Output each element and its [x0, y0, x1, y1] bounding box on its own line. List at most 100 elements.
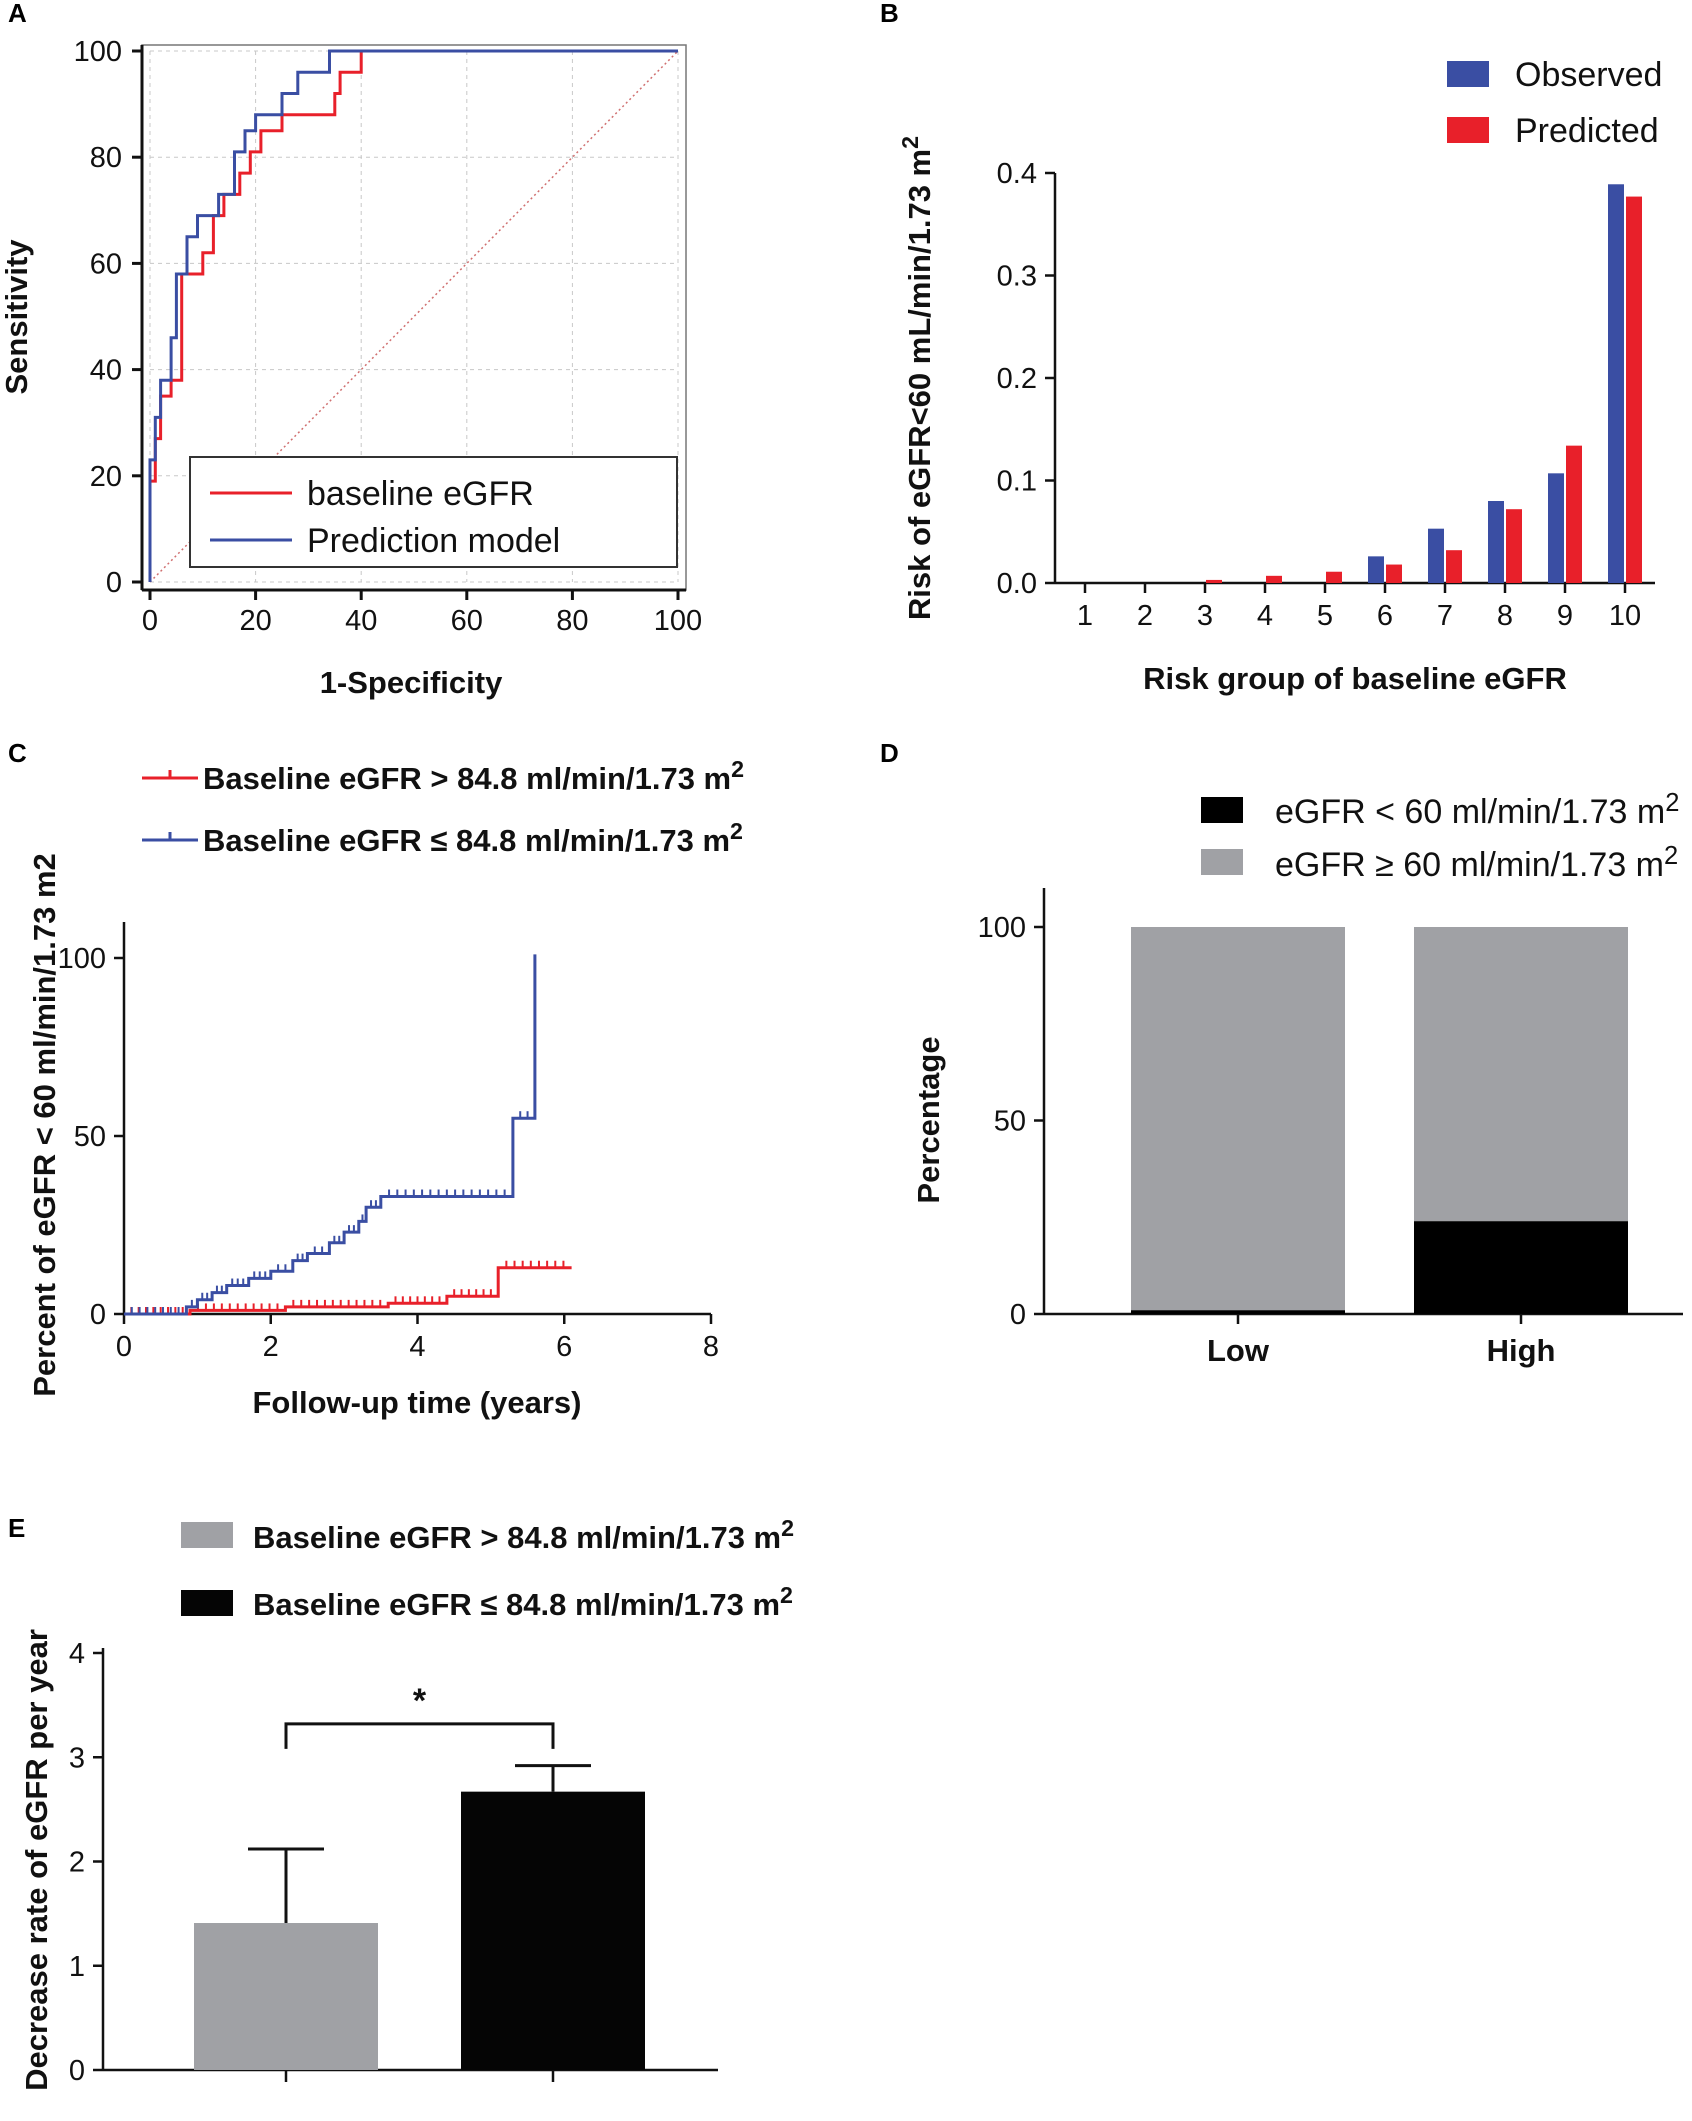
y-axis-title: Sensitivity — [0, 239, 34, 395]
y-tick-label: 40 — [90, 355, 122, 387]
y-tick-label: 4 — [69, 1638, 85, 1670]
bar-predicted — [1386, 564, 1402, 583]
x-tick-label: 8 — [1497, 600, 1513, 632]
y-tick-label: 0.4 — [997, 158, 1037, 190]
bar-egfr-at-or-above-60 — [1131, 927, 1345, 1311]
y-tick-label: 20 — [90, 461, 122, 493]
x-tick-label: 0 — [142, 605, 158, 637]
bar-predicted — [1626, 196, 1642, 583]
x-tick-label: 10 — [1609, 600, 1641, 632]
significance-bracket — [284, 1722, 555, 1749]
y-axis-title: Percentage — [911, 1036, 946, 1203]
legend-label-low-egfr: Baseline eGFR ≤ 84.8 ml/min/1.73 m2 — [253, 1582, 793, 1622]
bar-high-egfr — [194, 1923, 378, 2070]
y-tick-label: 100 — [978, 912, 1026, 944]
legend-box — [189, 456, 678, 568]
legend-label-high-egfr: Baseline eGFR > 84.8 ml/min/1.73 m2 — [203, 756, 744, 796]
x-tick-label: 9 — [1557, 600, 1573, 632]
legend-swatch-egfr-below-60 — [1201, 797, 1243, 823]
x-tick-label: 1 — [1077, 600, 1093, 632]
x-tick-label: 60 — [451, 605, 483, 637]
y-tick-label: 0.3 — [997, 261, 1037, 293]
x-tick-label: 2 — [1137, 600, 1153, 632]
bar-predicted — [1266, 575, 1282, 583]
x-axis-title: Follow-up time (years) — [253, 1385, 582, 1420]
roc-curve-prediction-model — [148, 49, 678, 582]
x-tick-label: 100 — [654, 605, 702, 637]
y-tick-label: 50 — [994, 1106, 1026, 1138]
y-axis-title: Risk of eGFR<60 mL/min/1.73 m2 — [897, 136, 937, 620]
legend-swatch-high-egfr — [181, 1522, 233, 1548]
bar-observed — [1608, 184, 1624, 583]
bar-predicted — [1326, 571, 1342, 583]
x-tick-label: 7 — [1437, 600, 1453, 632]
legend-label-egfr-below-60: eGFR < 60 ml/min/1.73 m2 — [1275, 789, 1679, 831]
y-tick-label: 0 — [106, 567, 122, 599]
bar-egfr-below-60 — [1414, 1221, 1628, 1314]
x-axis-title: Risk group of baseline eGFR — [1143, 661, 1567, 696]
bar-observed — [1368, 556, 1384, 583]
x-tick-label: 2 — [263, 1331, 279, 1363]
panel-b: B 0.0 0.1 0.2 0.3 0.4 1 2 3 4 5 6 7 8 9 10 Risk group of… — [880, 0, 1662, 696]
x-tick-label: 5 — [1317, 600, 1333, 632]
y-tick-label: 100 — [58, 943, 106, 975]
bar-low-egfr — [461, 1791, 645, 2070]
panel-label: E — [8, 1513, 25, 1543]
legend-label-observed: Observed — [1515, 56, 1662, 94]
panel-label: B — [880, 0, 899, 28]
x-axis-title: 1-Specificity — [320, 665, 503, 700]
bar-predicted — [1206, 579, 1222, 583]
bar-observed — [1488, 501, 1504, 583]
y-axis-title: Decrease rate of eGFR per year — [19, 1629, 54, 2091]
x-tick-label: 40 — [345, 605, 377, 637]
km-curve-low-egfr — [124, 954, 537, 1316]
x-tick-label: 6 — [1377, 600, 1393, 632]
y-tick-label: 0 — [90, 1299, 106, 1331]
km-curve-high-egfr — [124, 1266, 572, 1316]
bar-predicted — [1446, 550, 1462, 583]
x-tick-label: 20 — [239, 605, 271, 637]
bar-observed — [1428, 528, 1444, 583]
legend-swatch-low-egfr — [181, 1590, 233, 1616]
bar-predicted — [1566, 445, 1582, 583]
x-tick-label: High — [1487, 1333, 1556, 1368]
y-tick-label: 50 — [74, 1121, 106, 1153]
legend-label-high-egfr: Baseline eGFR > 84.8 ml/min/1.73 m2 — [253, 1515, 794, 1555]
x-tick-label: 6 — [556, 1331, 572, 1363]
x-tick-label: 4 — [1257, 600, 1273, 632]
x-tick-label: Low — [1207, 1333, 1270, 1368]
legend-swatch-egfr-at-or-above-60 — [1201, 849, 1243, 875]
legend-swatch-observed — [1447, 61, 1489, 87]
bar-egfr-below-60 — [1131, 1310, 1345, 1314]
panel-e: E 0 1 2 3 4 * Decrease rate of eGFR per year Bas… — [8, 1513, 794, 2091]
x-tick-label: 80 — [556, 605, 588, 637]
y-axis-title: Percent of eGFR < 60 ml/min/1.73 m2 — [27, 853, 62, 1397]
bar-predicted — [1506, 509, 1522, 583]
y-tick-label: 0.1 — [997, 466, 1037, 498]
x-tick-label: 0 — [116, 1331, 132, 1363]
legend-label-egfr-at-or-above-60: eGFR ≥ 60 ml/min/1.73 m2 — [1275, 842, 1678, 884]
y-tick-label: 0 — [1010, 1299, 1026, 1331]
significance-asterisk: * — [413, 1682, 427, 1720]
legend-label-baseline-egfr: baseline eGFR — [307, 475, 534, 513]
y-tick-label: 60 — [90, 248, 122, 280]
x-tick-label: 8 — [703, 1331, 719, 1363]
panel-label: D — [880, 738, 899, 768]
y-tick-label: 100 — [74, 36, 122, 68]
panel-d: D 0 50 100 Low High Percentage eGFR < 60 ml/min… — [880, 738, 1683, 1368]
legend-label-prediction-model: Prediction model — [307, 522, 560, 560]
y-tick-label: 2 — [69, 1847, 85, 1879]
y-tick-label: 80 — [90, 142, 122, 174]
panel-c: C 0 50 100 0 2 4 6 8 Follow-up time (years) Percen… — [8, 738, 744, 1420]
panel-label: C — [8, 738, 27, 768]
legend-swatch-predicted — [1447, 117, 1489, 143]
legend-label-low-egfr: Baseline eGFR ≤ 84.8 ml/min/1.73 m2 — [203, 818, 743, 858]
bar-egfr-at-or-above-60 — [1414, 927, 1628, 1222]
x-tick-label: 3 — [1197, 600, 1213, 632]
x-tick-label: 4 — [409, 1331, 425, 1363]
y-tick-label: 0.2 — [997, 363, 1037, 395]
bar-observed — [1548, 473, 1564, 583]
y-tick-label: 0.0 — [997, 568, 1037, 600]
legend-label-predicted: Predicted — [1515, 112, 1659, 150]
